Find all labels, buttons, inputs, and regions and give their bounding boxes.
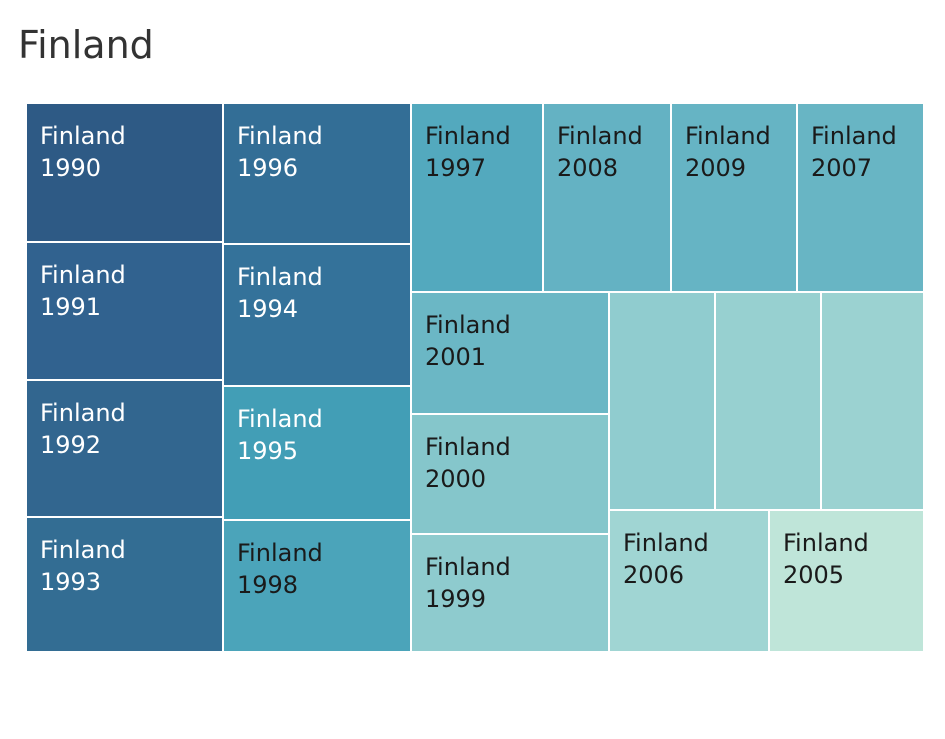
treemap-cell-rect [25,516,224,653]
treemap-cell-year: 2009 [685,154,746,182]
treemap-cell-label: Finland [237,405,323,433]
treemap-cell-rect [410,291,610,415]
treemap-cell-1999[interactable]: Finland 1999 [410,533,610,653]
treemap-cell-2000[interactable]: Finland 2000 [410,413,610,535]
treemap-cell-year: 1998 [237,571,298,599]
treemap-cell-1995[interactable]: Finland 1995 [222,385,412,521]
treemap-cell-label: Finland [40,536,126,564]
treemap-cell-label: Finland [40,122,126,150]
treemap-cell-unlabeled[interactable] [714,291,822,511]
treemap-cell-2006[interactable]: Finland 2006 [608,509,770,653]
treemap-cell-unlabeled[interactable] [820,291,925,511]
treemap-cell-label: Finland [425,122,511,150]
treemap-cell-label: Finland [623,529,709,557]
treemap-cell-2007[interactable]: Finland 2007 [796,102,925,293]
treemap-cell-rect [25,241,224,381]
treemap-cell-2009[interactable]: Finland 2009 [670,102,798,293]
treemap-cell-label: Finland [425,433,511,461]
treemap-cell-rect [25,379,224,518]
treemap-cell-rect [608,291,716,511]
treemap-cell-label: Finland [811,122,897,150]
treemap-cell-rect [25,102,224,243]
treemap-cell-label: Finland [237,263,323,291]
treemap-cell-year: 1994 [237,295,298,323]
treemap-cell-rect [410,413,610,535]
treemap-cell-1994[interactable]: Finland 1994 [222,243,412,387]
treemap-cell-label: Finland [237,122,323,150]
treemap-cell-year: 2006 [623,561,684,589]
treemap-cell-1998[interactable]: Finland 1998 [222,519,412,653]
treemap-cell-label: Finland [40,399,126,427]
treemap-cell-rect [796,102,925,293]
treemap-cell-2001[interactable]: Finland 2001 [410,291,610,415]
treemap-cell-label: Finland [425,553,511,581]
treemap-cell-rect [608,509,770,653]
treemap-cell-year: 2007 [811,154,872,182]
chart-title: Finland [18,23,154,67]
treemap-cell-year: 1993 [40,568,101,596]
treemap-cell-label: Finland [425,311,511,339]
treemap-cell-1992[interactable]: Finland 1992 [25,379,224,518]
treemap-cell-year: 1996 [237,154,298,182]
treemap-cell-label: Finland [685,122,771,150]
treemap-cell-1993[interactable]: Finland 1993 [25,516,224,653]
treemap-cell-year: 2005 [783,561,844,589]
treemap-cell-year: 1990 [40,154,101,182]
treemap-cell-1991[interactable]: Finland 1991 [25,241,224,381]
treemap-cell-label: Finland [237,539,323,567]
treemap-cell-year: 1992 [40,431,101,459]
treemap-cell-rect [714,291,822,511]
treemap-cell-year: 2000 [425,465,486,493]
treemap-cell-label: Finland [783,529,869,557]
treemap-cell-unlabeled[interactable] [608,291,716,511]
treemap-cell-1990[interactable]: Finland 1990 [25,102,224,243]
treemap-cell-1996[interactable]: Finland 1996 [222,102,412,245]
treemap-cell-rect [410,102,544,293]
treemap-cell-year: 2008 [557,154,618,182]
treemap-cells: Finland1990Finland1991Finland1992Finland… [25,102,925,653]
treemap-cell-rect [222,385,412,521]
treemap-cell-year: 1997 [425,154,486,182]
treemap-cell-1997[interactable]: Finland 1997 [410,102,544,293]
treemap-cell-label: Finland [40,261,126,289]
treemap-cell-rect [222,519,412,653]
treemap-cell-year: 1991 [40,293,101,321]
treemap-cell-rect [410,533,610,653]
treemap-cell-year: 2001 [425,343,486,371]
treemap-cell-rect [542,102,672,293]
treemap-cell-rect [768,509,925,653]
treemap-cell-2008[interactable]: Finland 2008 [542,102,672,293]
treemap-cell-year: 1999 [425,585,486,613]
treemap-cell-label: Finland [557,122,643,150]
treemap-cell-year: 1995 [237,437,298,465]
treemap-cell-2005[interactable]: Finland 2005 [768,509,925,653]
treemap-cell-rect [820,291,925,511]
